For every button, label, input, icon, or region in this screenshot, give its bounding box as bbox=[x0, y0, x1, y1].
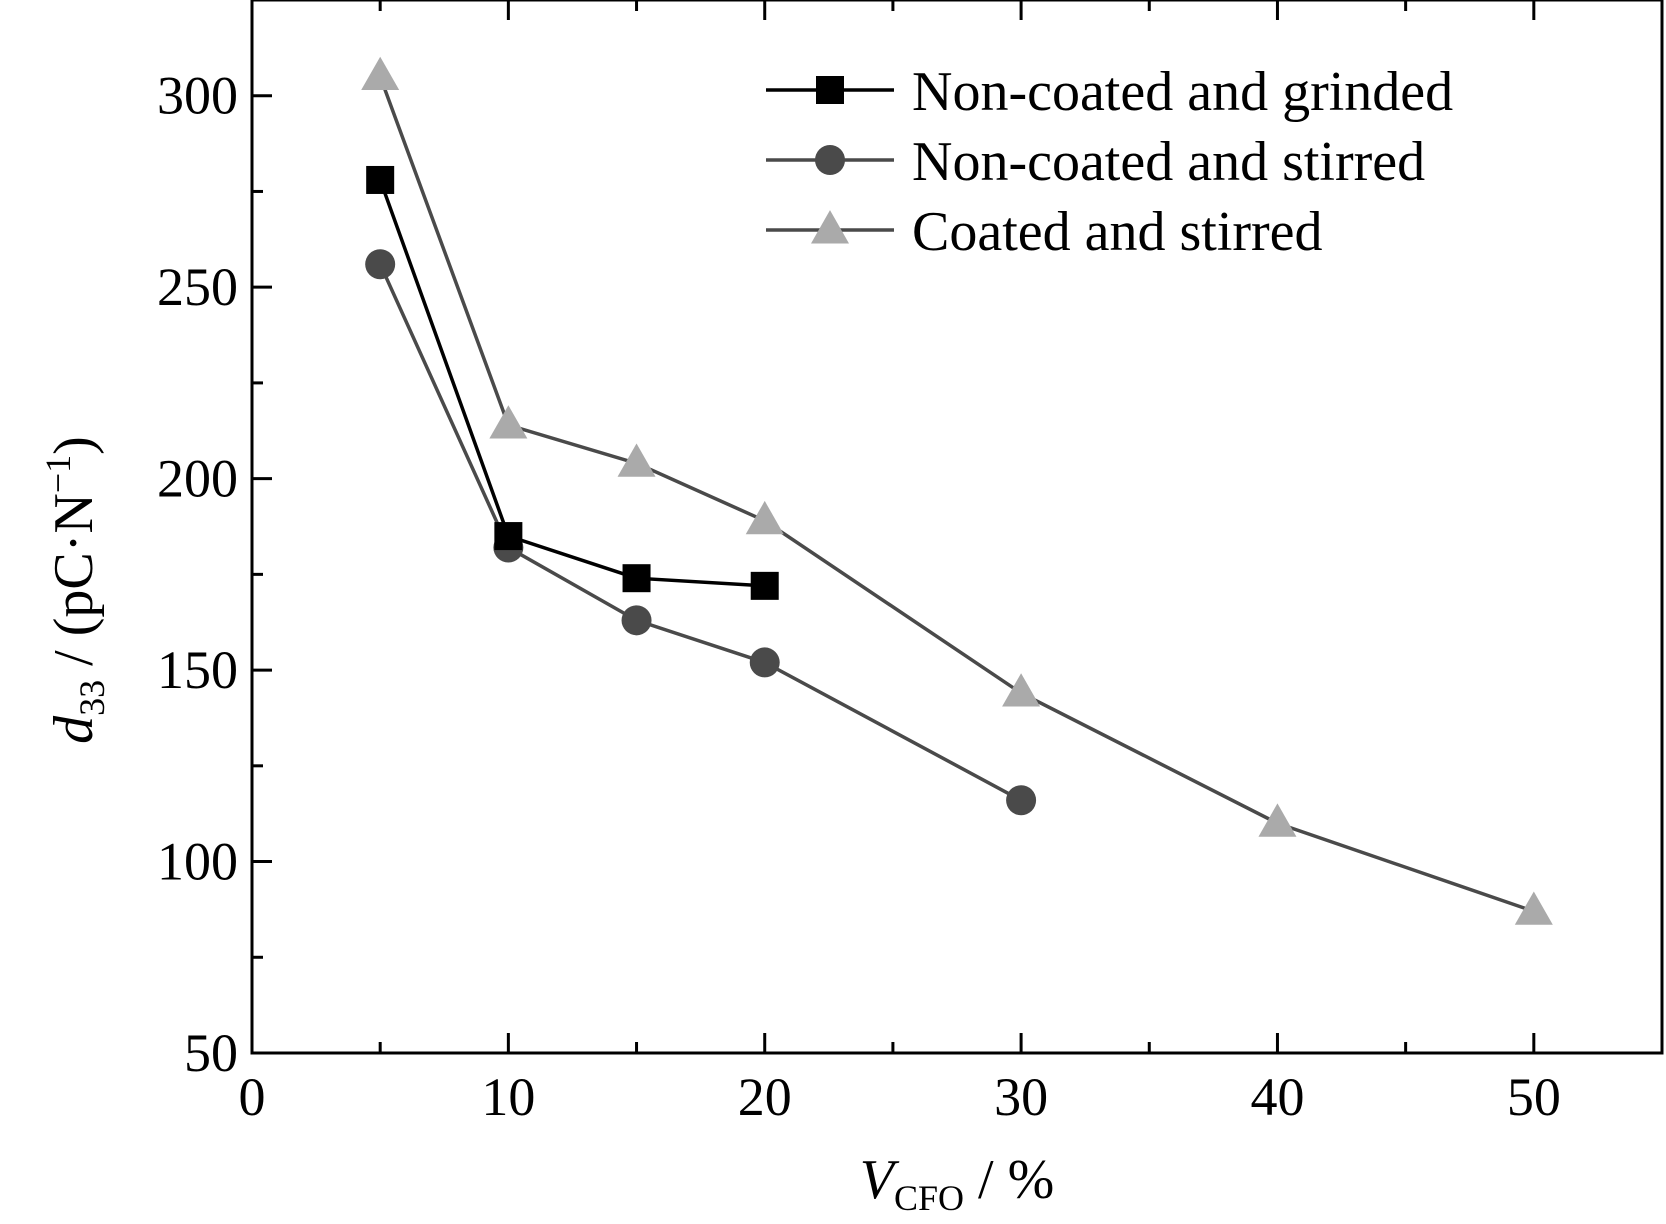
data-point-circle bbox=[621, 605, 652, 636]
y-tick-label: 50 bbox=[184, 1023, 238, 1083]
data-point-triangle bbox=[617, 443, 656, 477]
x-tick-label: 10 bbox=[481, 1067, 535, 1127]
y-axis-title: d33 / (pC·N−1) bbox=[38, 436, 112, 744]
y-axis-title-sub: 33 bbox=[72, 680, 112, 716]
y-tick-label: 200 bbox=[157, 449, 238, 509]
legend-marker-square bbox=[816, 76, 844, 104]
data-point-triangle bbox=[1514, 891, 1553, 925]
y-axis-title-close: ) bbox=[43, 436, 105, 455]
data-point-circle bbox=[365, 249, 396, 280]
legend-label: Non-coated and grinded bbox=[912, 61, 1453, 123]
data-point-circle bbox=[749, 647, 780, 678]
series-line bbox=[378, 263, 1022, 802]
y-tick-label: 300 bbox=[157, 66, 238, 126]
x-tick-label: 40 bbox=[1250, 1067, 1304, 1127]
x-tick-label: 50 bbox=[1507, 1067, 1561, 1127]
data-point-triangle bbox=[1002, 673, 1041, 707]
data-point-square bbox=[494, 522, 523, 551]
data-point-circle bbox=[1006, 785, 1037, 816]
plot-frame bbox=[250, 0, 1664, 1055]
y-tick-label: 150 bbox=[157, 640, 238, 700]
y-axis-title-main: d bbox=[43, 715, 105, 744]
x-axis-title-main: V bbox=[860, 1149, 900, 1211]
axis-ticks: 0 10 20 30 40 50 50 100 150 200 250 300 bbox=[157, 0, 1561, 1127]
legend-marker-triangle bbox=[811, 210, 849, 244]
x-axis-title-rest: / % bbox=[964, 1149, 1054, 1211]
x-tick-label: 0 bbox=[239, 1067, 266, 1127]
y-tick-label: 100 bbox=[157, 832, 238, 892]
x-tick-label: 30 bbox=[994, 1067, 1048, 1127]
data-point-square bbox=[622, 564, 651, 593]
data-point-square bbox=[750, 571, 779, 600]
y-axis-title-sup: −1 bbox=[38, 455, 78, 493]
x-axis-title: VCFO / % bbox=[860, 1149, 1054, 1218]
data-point-triangle bbox=[745, 500, 784, 535]
data-point-triangle bbox=[1258, 803, 1297, 837]
y-tick-label: 250 bbox=[157, 257, 238, 317]
x-axis-title-sub: CFO bbox=[894, 1178, 964, 1218]
data-point-square bbox=[366, 165, 395, 194]
x-tick-label: 20 bbox=[738, 1067, 792, 1127]
legend-label: Non-coated and stirred bbox=[912, 131, 1425, 193]
data-point-triangle bbox=[489, 405, 528, 439]
series-layer bbox=[361, 56, 1553, 925]
data-point-triangle bbox=[361, 56, 400, 91]
legend-marker-circle bbox=[815, 145, 845, 175]
legend: Non-coated and grinded Non-coated and sti… bbox=[766, 61, 1453, 263]
y-axis-title-rest: / (pC·N bbox=[43, 493, 105, 680]
legend-label: Coated and stirred bbox=[912, 201, 1323, 263]
series-line bbox=[378, 179, 765, 588]
